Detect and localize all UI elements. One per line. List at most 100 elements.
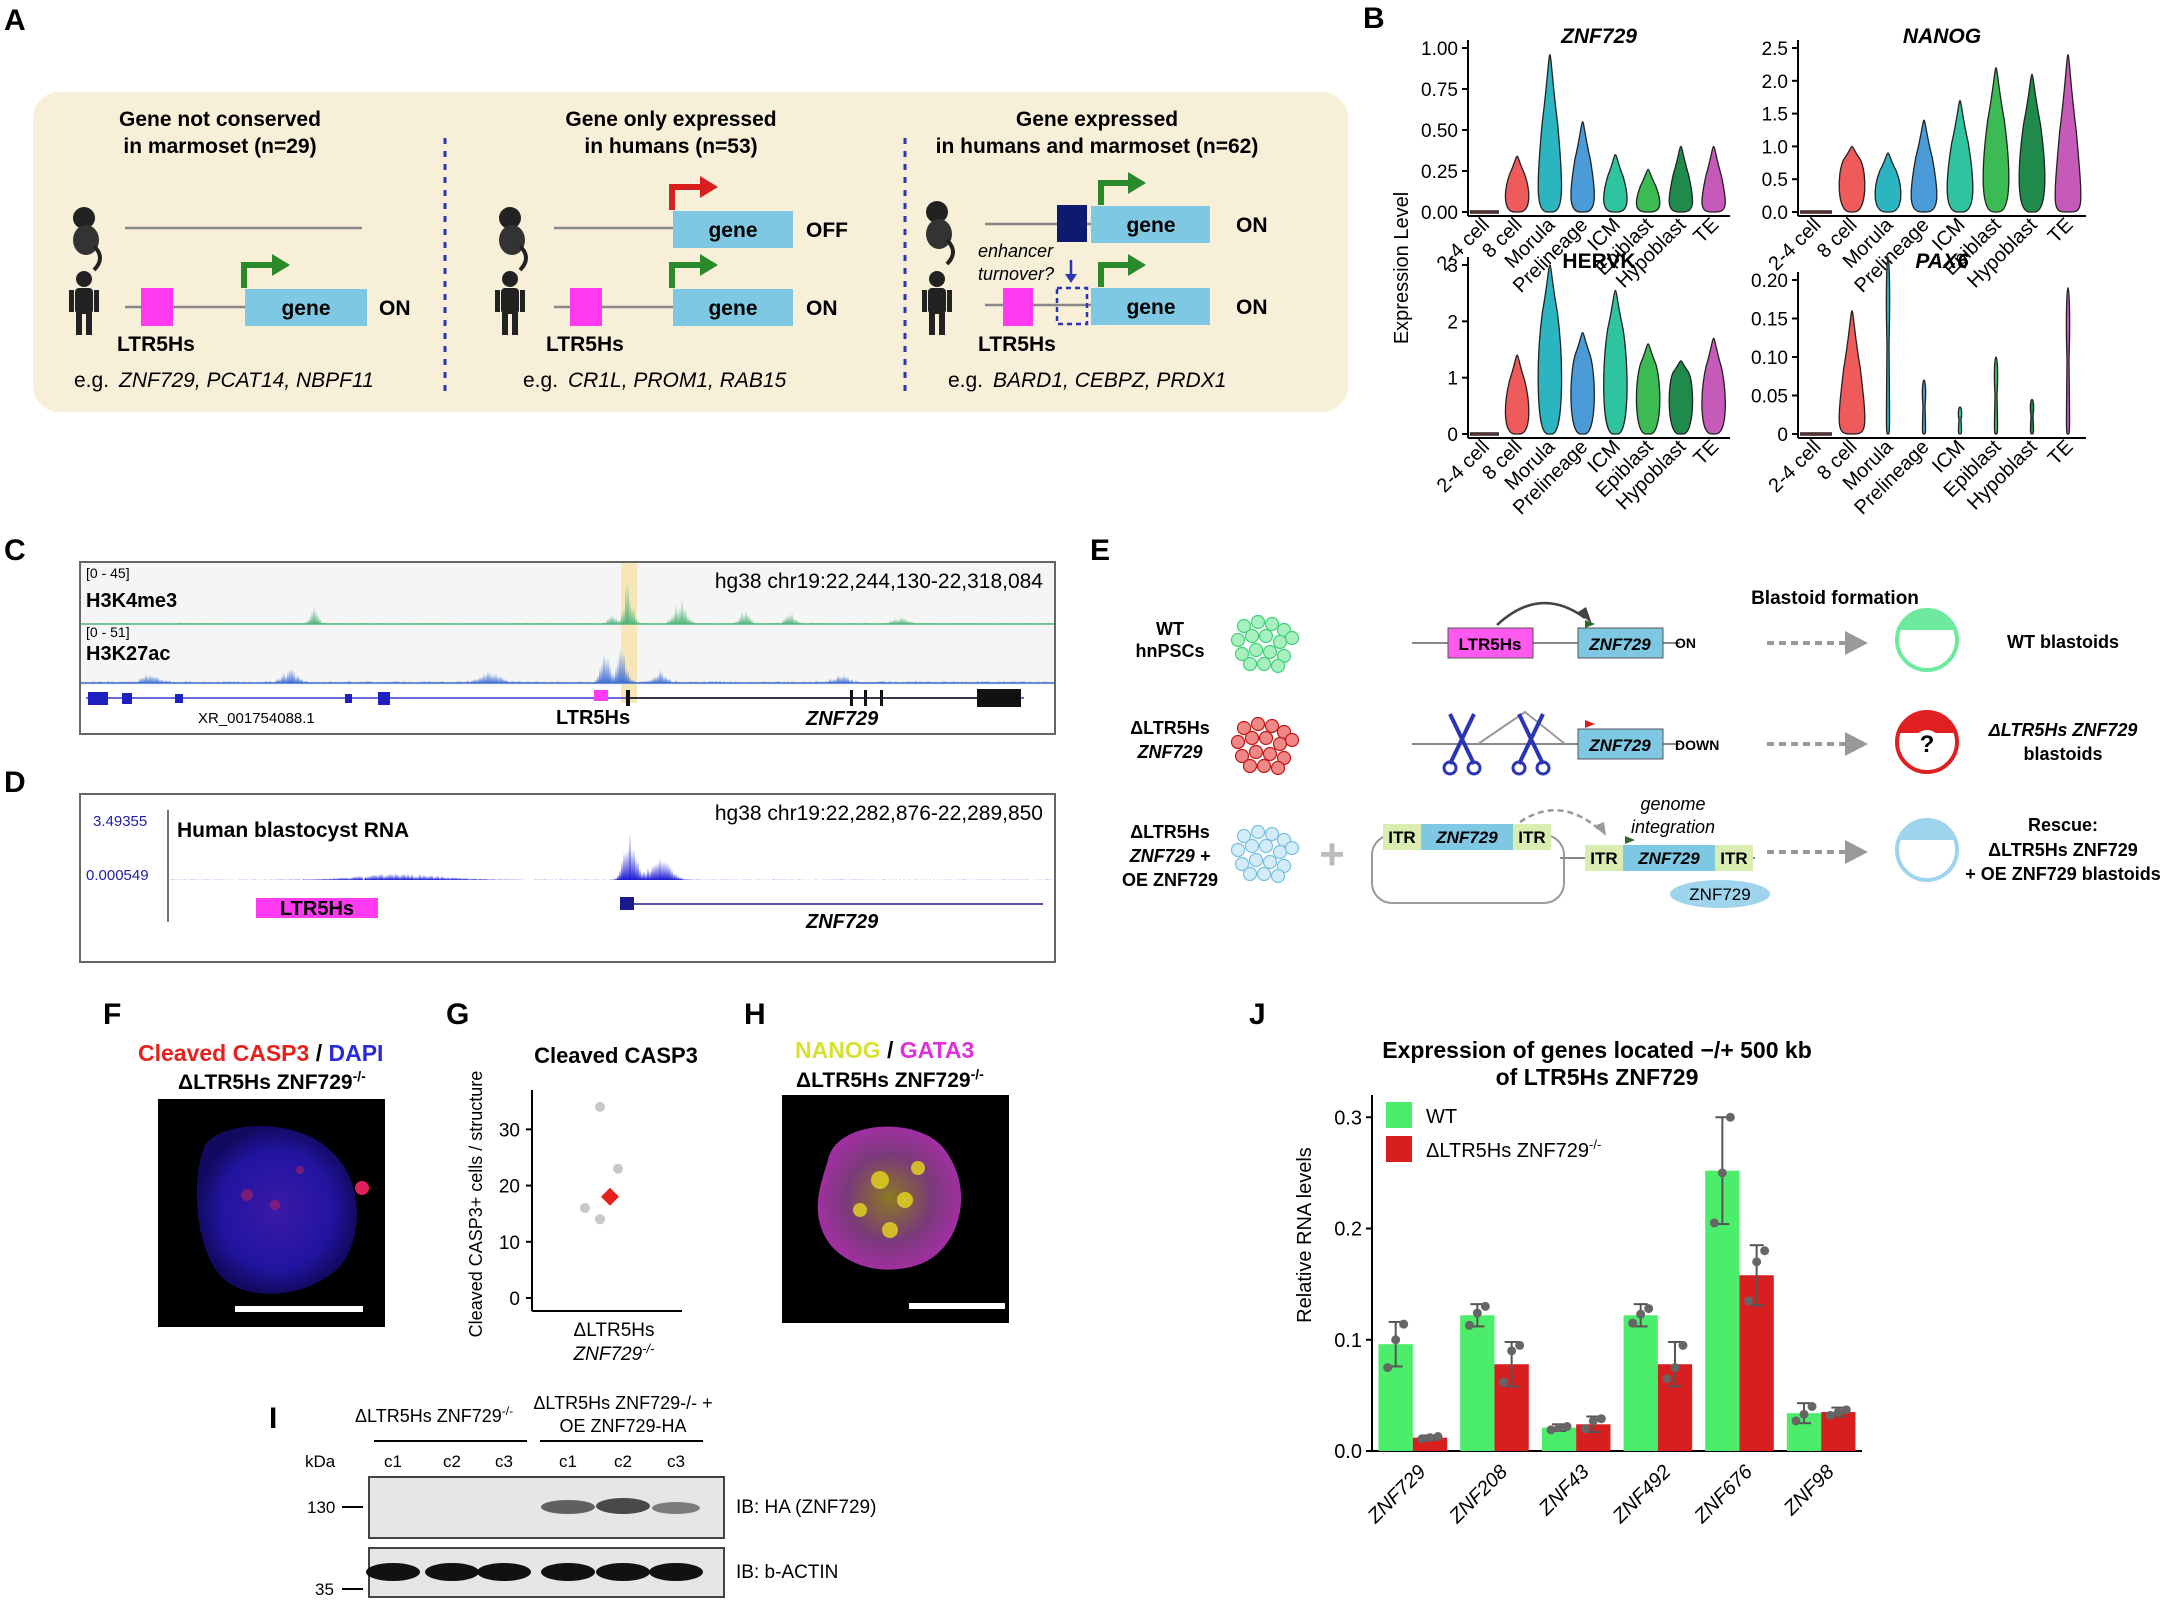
col3-title-line2: in humans and marmoset (n=62) <box>936 135 1259 158</box>
violin-y-tick-label: 0.05 <box>1751 387 1788 408</box>
violin-y-tick-label: 0 <box>1777 425 1788 446</box>
f-sep: / <box>309 1040 328 1066</box>
h-sample-text: ΔLTR5Hs ZNF729 <box>796 1069 971 1092</box>
violin-shape <box>1469 210 1499 214</box>
j-bar <box>1821 1412 1856 1451</box>
i-lane-5: c2 <box>614 1452 632 1471</box>
c-track2-label: H3K27ac <box>86 643 171 665</box>
violin-y-tick-label: 0.75 <box>1421 80 1458 101</box>
panel-letter-i: I <box>269 1402 277 1435</box>
e-row1-ltr: LTR5Hs <box>1459 635 1522 654</box>
j-replicate-point <box>1807 1402 1817 1411</box>
violin-shape <box>1635 343 1661 435</box>
h-sep: / <box>881 1037 900 1063</box>
violin-y-tick-label: 0.50 <box>1421 121 1458 142</box>
cell-icon <box>1272 844 1288 860</box>
e-row2-state: DOWN <box>1675 737 1719 753</box>
g-data-point <box>580 1203 590 1214</box>
j-y-tick-label: 0.0 <box>1334 1441 1362 1463</box>
i-blot2-label: IB: b-ACTIN <box>736 1562 838 1583</box>
violin-shape <box>1838 145 1866 213</box>
e-genome-itr-left-label: ITR <box>1590 849 1617 868</box>
e-row2-result2: blastoids <box>2023 744 2102 764</box>
j-replicate-point <box>1425 1433 1435 1443</box>
col3-turnover-arrowhead <box>1065 274 1077 283</box>
col1-arrow-icon <box>241 262 272 288</box>
panel-letter-c: C <box>4 534 26 567</box>
cell-icon <box>1256 866 1272 882</box>
c-znf729-exon <box>880 690 883 706</box>
cell-icon <box>1248 744 1264 760</box>
j-replicate-point <box>1433 1432 1443 1442</box>
violin-y-tick-label: 2.5 <box>1762 39 1788 60</box>
col2-red-arrowhead-icon <box>700 176 718 198</box>
g-ylabel: Cleaved CASP3+ cells / structure <box>466 1071 486 1338</box>
col1-eg-prefix: e.g. <box>74 369 109 392</box>
violin-shape <box>1469 432 1499 436</box>
cell-icon <box>1234 646 1250 662</box>
i-ha-band <box>541 1500 595 1514</box>
e-plasmid-gene <box>1421 824 1513 850</box>
e-protein-label: ZNF729 <box>1689 885 1750 904</box>
violin-y-tick-label: 0 <box>1447 425 1458 446</box>
col3-state: ON <box>1236 296 1268 319</box>
e-genome-itr-right <box>1715 845 1753 871</box>
g-xlabel2: ZNF729-/- <box>573 1341 656 1365</box>
f-casp3-signal <box>296 1166 304 1174</box>
col3-gene-top-label: gene <box>1126 214 1175 237</box>
col2-gene-top-label: gene <box>708 219 757 242</box>
e-row3-label1: ΔLTR5Hs <box>1130 822 1210 842</box>
c-xr-exon <box>88 692 108 705</box>
cell-icon <box>1264 616 1280 632</box>
col1-arrowhead-icon <box>272 254 290 276</box>
e-row1-label1: WT <box>1156 619 1184 639</box>
g-y-tick-label: 30 <box>499 1120 520 1141</box>
cell-icon <box>1264 718 1280 734</box>
c-znf729-exon <box>864 690 867 706</box>
violin-y-tick-label: 0.15 <box>1751 310 1788 331</box>
violin-y-tick-label: 1.5 <box>1762 105 1788 126</box>
cell-icon <box>1256 656 1272 672</box>
violin-y-tick-label: 1 <box>1447 369 1458 390</box>
panel-letter-e: E <box>1090 534 1110 567</box>
cell-icon <box>1272 736 1288 752</box>
col3-ltr-label: LTR5Hs <box>978 333 1056 356</box>
j-replicate-point <box>1580 1424 1590 1434</box>
violin-shape <box>2065 287 2071 435</box>
e-row1-tss-flag-icon <box>1585 620 1595 628</box>
cell-icon <box>1230 734 1246 750</box>
cell-icon <box>1270 760 1286 776</box>
panel-letter-b: B <box>1363 2 1385 35</box>
j-replicate-point <box>1636 1309 1646 1319</box>
e-row1-label2: hnPSCs <box>1135 641 1204 661</box>
panel-letter-a: A <box>4 4 26 37</box>
h-sample: ΔLTR5Hs ZNF729-/- <box>796 1066 984 1092</box>
i-kda: kDa <box>305 1452 336 1471</box>
j-replicate-point <box>1752 1257 1762 1267</box>
violin-shape <box>2029 398 2035 435</box>
f-sample-sup: -/- <box>353 1068 367 1084</box>
i-ha-band <box>652 1502 700 1514</box>
h-stain1: NANOG <box>795 1037 881 1063</box>
violin-x-tick-label: TE <box>1690 436 1724 470</box>
e-row2-tss-flag-icon <box>1585 720 1595 728</box>
i-marker-130: 130 <box>307 1498 335 1517</box>
violin-shape <box>1921 379 1927 435</box>
j-replicate-point <box>1670 1363 1680 1373</box>
cell-icon <box>1236 618 1252 634</box>
violin-y-tick-label: 0.0 <box>1762 203 1788 224</box>
col3-gene-label: gene <box>1126 296 1175 319</box>
violin-shape <box>1603 153 1628 213</box>
f-casp3-signal <box>355 1181 369 1195</box>
j-y-tick-label: 0.1 <box>1334 1330 1362 1352</box>
cell-icon <box>1248 852 1264 868</box>
e-row3-arrowhead-icon <box>1845 840 1868 864</box>
i-marker-35: 35 <box>315 1580 334 1599</box>
j-replicate-point <box>1546 1425 1556 1435</box>
panel-letter-h: H <box>744 998 766 1031</box>
e-row2-label1: ΔLTR5Hs <box>1130 718 1210 738</box>
cell-icon <box>1264 826 1280 842</box>
